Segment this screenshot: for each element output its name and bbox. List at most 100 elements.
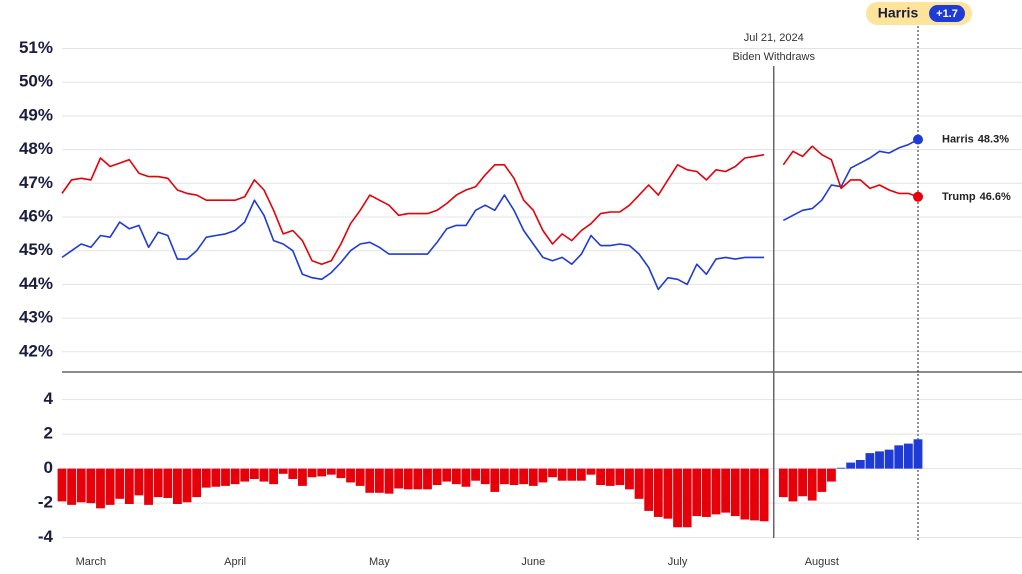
leader-badge: Harris +1.7 [866, 2, 972, 25]
bar [134, 468, 144, 496]
bar [673, 468, 682, 528]
bar [663, 468, 673, 519]
bar [298, 468, 307, 486]
bar [509, 468, 519, 486]
series-line [61, 153, 765, 265]
end-label-name: Trump [942, 191, 976, 203]
bar [442, 468, 452, 482]
y-tick-label: 51% [19, 38, 53, 57]
end-label-value: 46.6% [980, 191, 1011, 203]
bar [471, 468, 480, 481]
y-tick-label: 45% [19, 240, 53, 259]
bar [730, 468, 740, 517]
bar [634, 468, 644, 499]
end-label: Trump 46.6% [942, 191, 1011, 203]
y-tick-label: -4 [38, 527, 54, 546]
bar [894, 445, 904, 469]
bar [548, 468, 557, 478]
series-line [61, 194, 765, 291]
bar [798, 468, 807, 497]
bar [461, 468, 471, 487]
bar [875, 451, 884, 469]
bar [163, 468, 173, 498]
end-label-value: 48.3% [978, 133, 1009, 145]
y-tick-label: 47% [19, 173, 53, 192]
x-tick-label: June [521, 556, 545, 568]
bar [432, 468, 442, 486]
bar [86, 468, 96, 504]
bar [269, 468, 279, 485]
bar [576, 468, 586, 481]
bar [192, 468, 202, 498]
y-tick-label: 44% [19, 274, 53, 293]
bar [855, 460, 865, 469]
bar [67, 468, 77, 505]
y-tick-label: 42% [19, 341, 53, 360]
bar [500, 468, 509, 485]
x-tick-label: August [805, 556, 839, 568]
badge-pill [929, 5, 965, 22]
bar [76, 468, 86, 503]
y-tick-label: 4 [44, 389, 54, 408]
bar [682, 468, 692, 528]
bar [644, 468, 654, 511]
bar [278, 468, 288, 474]
x-tick-label: May [369, 556, 390, 568]
bar [144, 468, 153, 505]
bar [557, 468, 567, 481]
bar [259, 468, 269, 482]
bar [528, 468, 538, 486]
bar [413, 468, 423, 490]
bar [326, 468, 336, 475]
bar [740, 468, 750, 520]
bar [913, 439, 923, 469]
bar [288, 468, 298, 479]
bar [211, 468, 221, 487]
bar [567, 468, 577, 481]
badge-margin: +1.7 [936, 8, 958, 20]
bar [336, 468, 346, 479]
annotation-date: Jul 21, 2024 [744, 32, 804, 44]
bar [346, 468, 355, 483]
end-label-name: Harris [942, 133, 974, 145]
bar [374, 468, 384, 493]
bar [586, 468, 596, 475]
bar [884, 449, 894, 469]
bar [788, 468, 798, 502]
x-tick-label: July [668, 556, 688, 568]
bar [403, 468, 413, 490]
series-line [782, 138, 919, 222]
y-tick-label: 2 [44, 424, 53, 443]
bar [221, 468, 230, 486]
bar [451, 468, 461, 485]
bar [836, 467, 846, 469]
bar [423, 468, 432, 490]
bar [105, 468, 115, 505]
bar [57, 468, 67, 502]
bar [625, 468, 634, 490]
bar [365, 468, 375, 493]
bar [846, 462, 856, 469]
bar [96, 468, 105, 509]
bar [230, 468, 240, 485]
bar [240, 468, 250, 482]
bar [317, 468, 327, 477]
x-tick-label: April [224, 556, 246, 568]
bar [519, 468, 529, 485]
bar [384, 468, 394, 494]
y-tick-label: 50% [19, 72, 53, 91]
bar [596, 468, 606, 486]
bar [865, 453, 875, 469]
series-line [782, 145, 919, 198]
bar [173, 468, 182, 504]
bar [249, 468, 259, 479]
bar [807, 468, 817, 501]
bar [480, 468, 490, 485]
bar [711, 468, 721, 515]
bar [153, 468, 163, 498]
bar [653, 468, 663, 517]
y-tick-label: 0 [44, 458, 53, 477]
end-point [913, 191, 923, 202]
